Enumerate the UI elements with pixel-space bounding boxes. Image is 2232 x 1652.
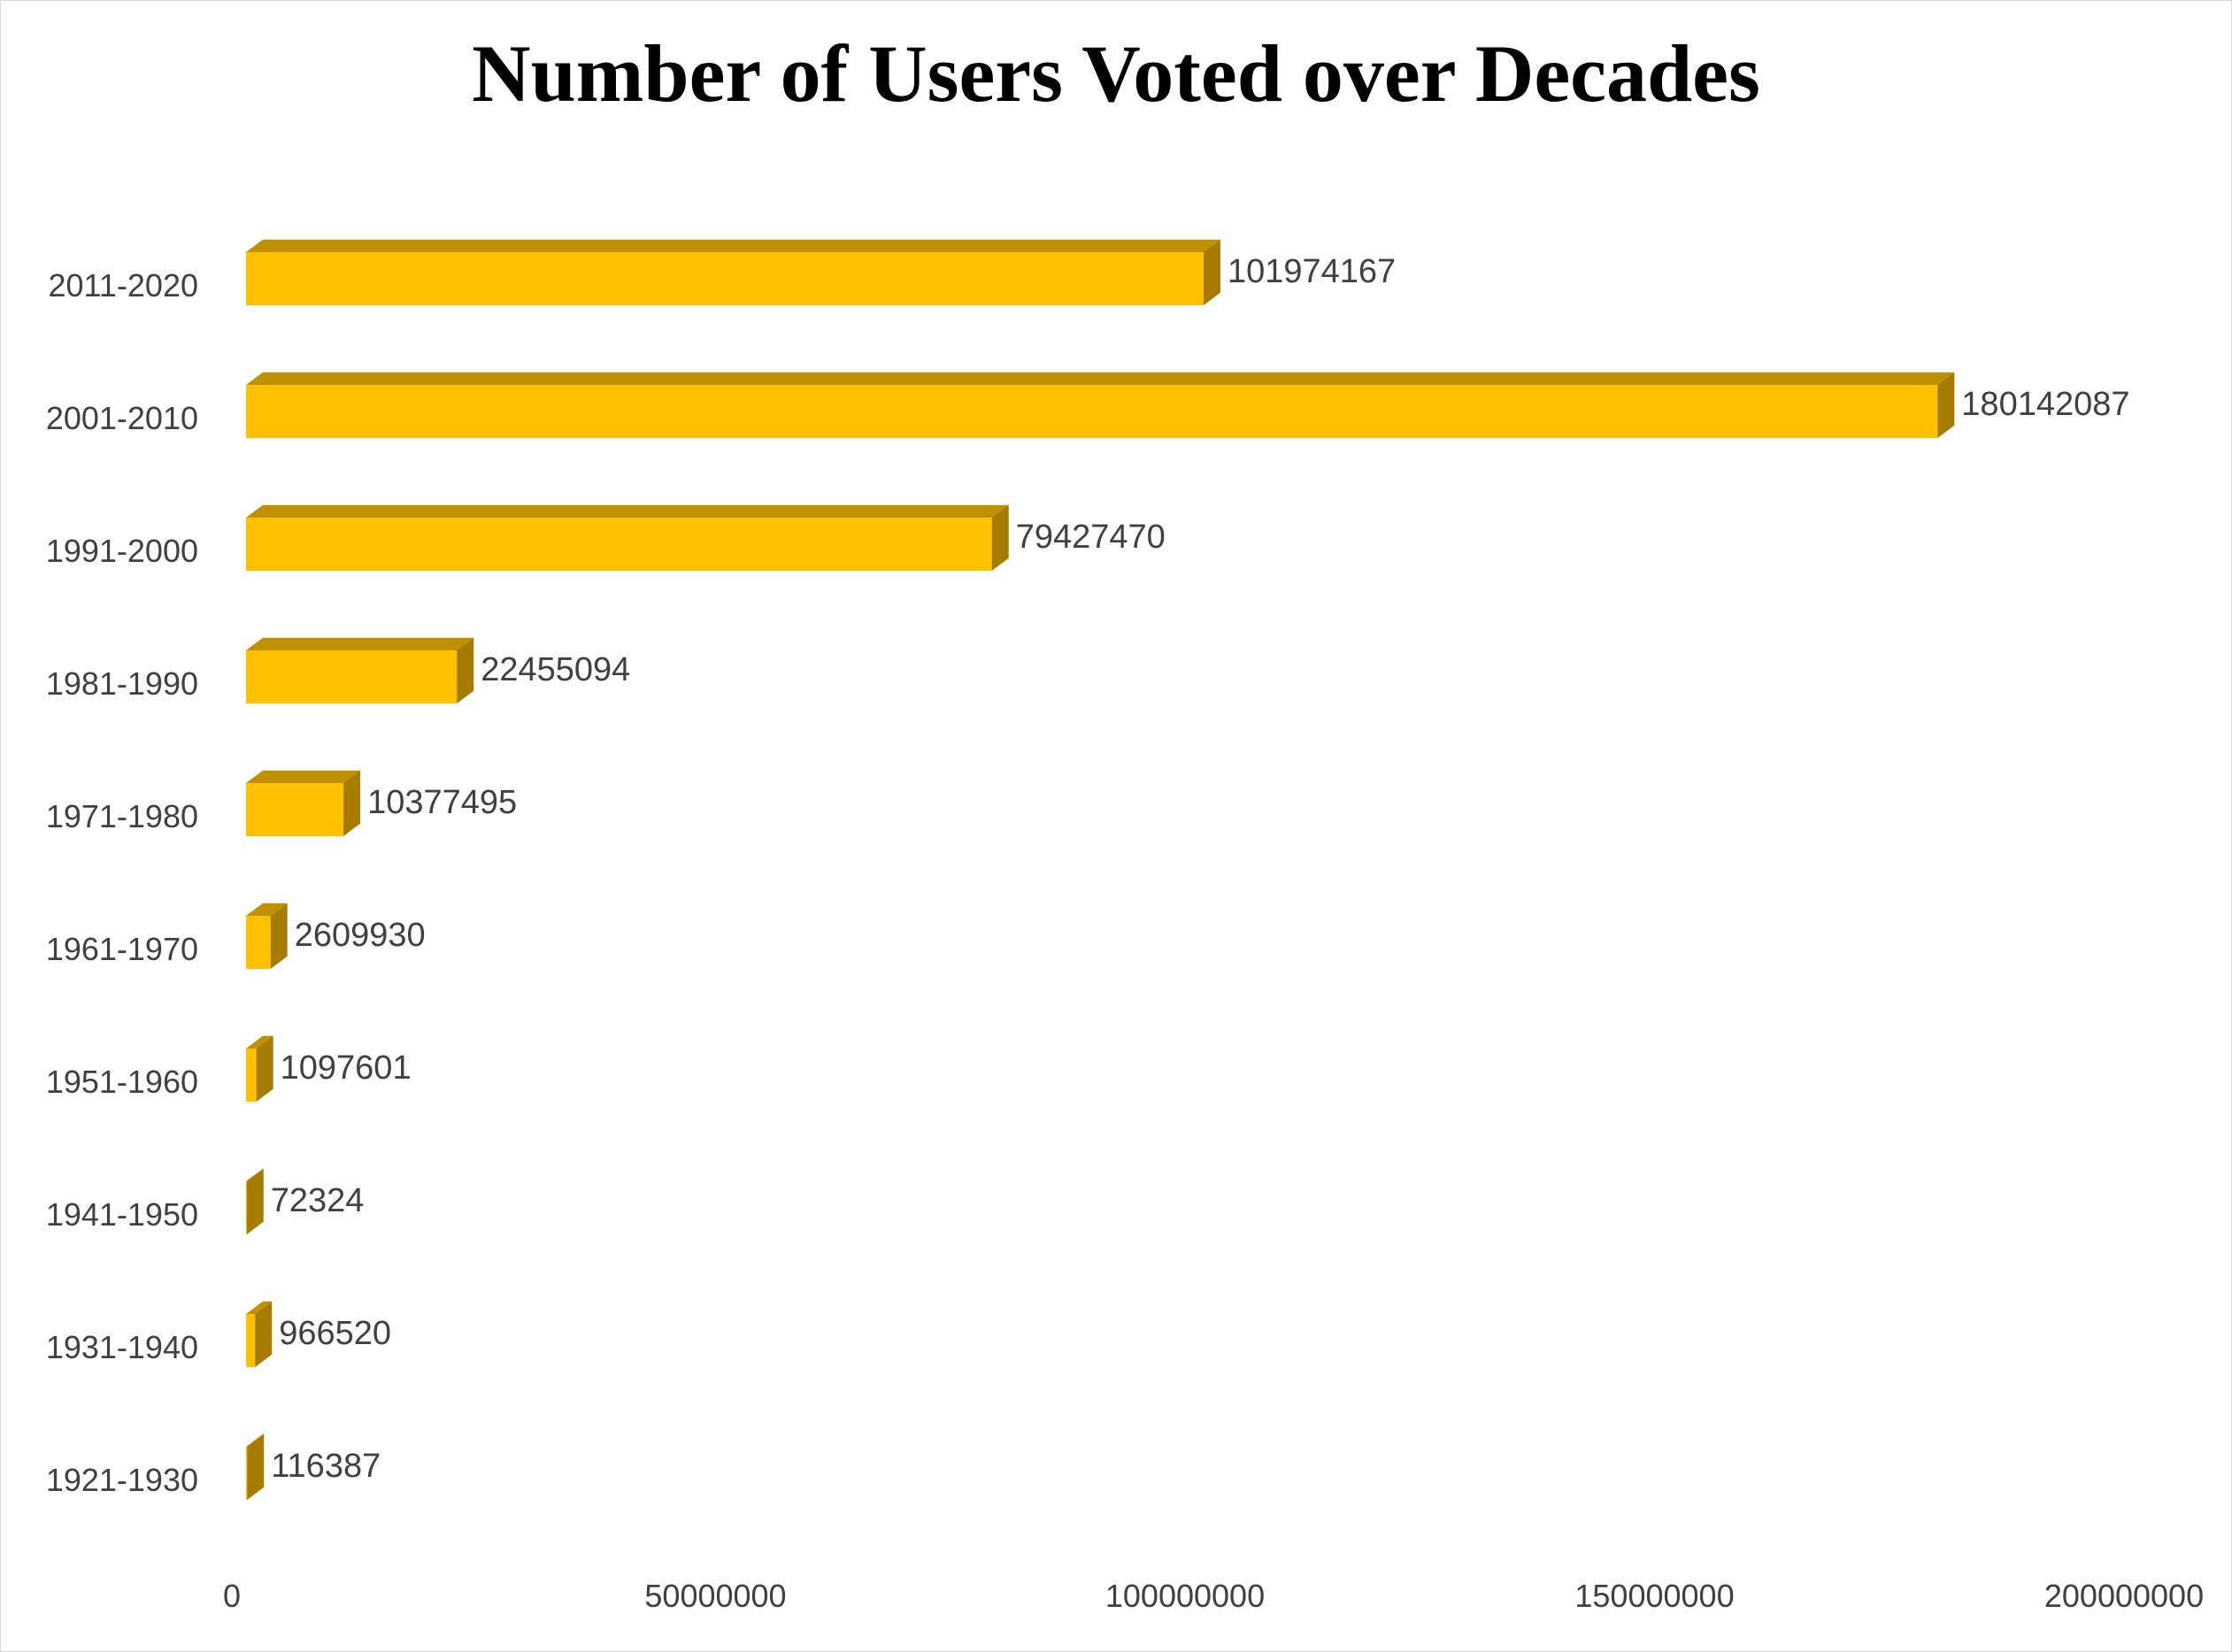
data-label: 966520 [279,1315,391,1352]
category-label: 2011-2020 [49,267,199,304]
bar-side-1921-1930 [247,1433,265,1500]
bar-side-1991-2000 [991,504,1009,571]
category-label: 1921-1930 [46,1462,198,1498]
bar-top-1951-1960 [246,1035,273,1049]
bar-top-1931-1940 [246,1301,273,1314]
data-label: 72324 [271,1182,365,1219]
bar-top-1971-1980 [246,770,361,783]
bar-front-1961-1970 [246,916,271,969]
data-label: 10377495 [367,784,517,821]
bar-side-1961-1970 [270,903,288,969]
bar-side-1931-1940 [255,1301,273,1367]
bar-front-1921-1930 [246,1447,248,1500]
bar-top-1981-1990 [246,637,474,650]
bar-top-1921-1930 [246,1433,265,1447]
bar-front-1971-1980 [246,783,344,836]
data-label: 2609930 [295,917,426,954]
data-label: 79427470 [1016,519,1166,556]
x-tick-label: 150000000 [1574,1578,1734,1614]
bar-front-1931-1940 [246,1314,256,1367]
bar-side-1941-1950 [246,1168,264,1234]
category-label: 1991-2000 [46,533,198,569]
bar-top-1961-1970 [246,903,288,916]
x-tick-label: 200000000 [2044,1578,2204,1614]
data-label: 116387 [271,1448,381,1485]
bar-top-2001-2010 [246,372,1955,385]
bar-front-1981-1990 [246,650,458,703]
category-label: 1931-1940 [46,1329,198,1365]
bar-side-2011-2020 [1203,239,1220,305]
category-label: 1981-1990 [46,665,198,702]
data-label: 180142087 [1961,386,2129,423]
category-label: 1971-1980 [46,798,198,834]
bar-front-1951-1960 [246,1049,257,1102]
x-tick-label: 100000000 [1105,1578,1265,1614]
bar-top-2011-2020 [246,239,1220,252]
category-label: 1961-1970 [46,931,198,967]
bar-side-1981-1990 [457,637,474,703]
bar-top-1941-1950 [246,1168,264,1181]
data-label: 1097601 [281,1049,412,1087]
data-label: 101974167 [1228,253,1396,290]
chart-title: Number of Users Voted over Decades [472,28,1760,119]
category-label: 2001-2010 [46,400,198,436]
bar-front-2001-2010 [246,385,1938,438]
bar-side-2001-2010 [1937,372,1955,438]
category-label: 1951-1960 [46,1064,198,1100]
x-tick-label: 0 [223,1578,241,1614]
bar-front-2011-2020 [246,252,1204,305]
bar-front-1941-1950 [246,1181,247,1234]
data-label: 22455094 [481,651,630,688]
bar-side-1971-1980 [343,770,361,836]
bar-side-1951-1960 [256,1035,273,1102]
bar-top-1991-2000 [246,504,1009,518]
x-tick-label: 50000000 [644,1578,786,1614]
bar-front-1991-2000 [246,518,992,571]
category-label: 1941-1950 [46,1196,198,1233]
